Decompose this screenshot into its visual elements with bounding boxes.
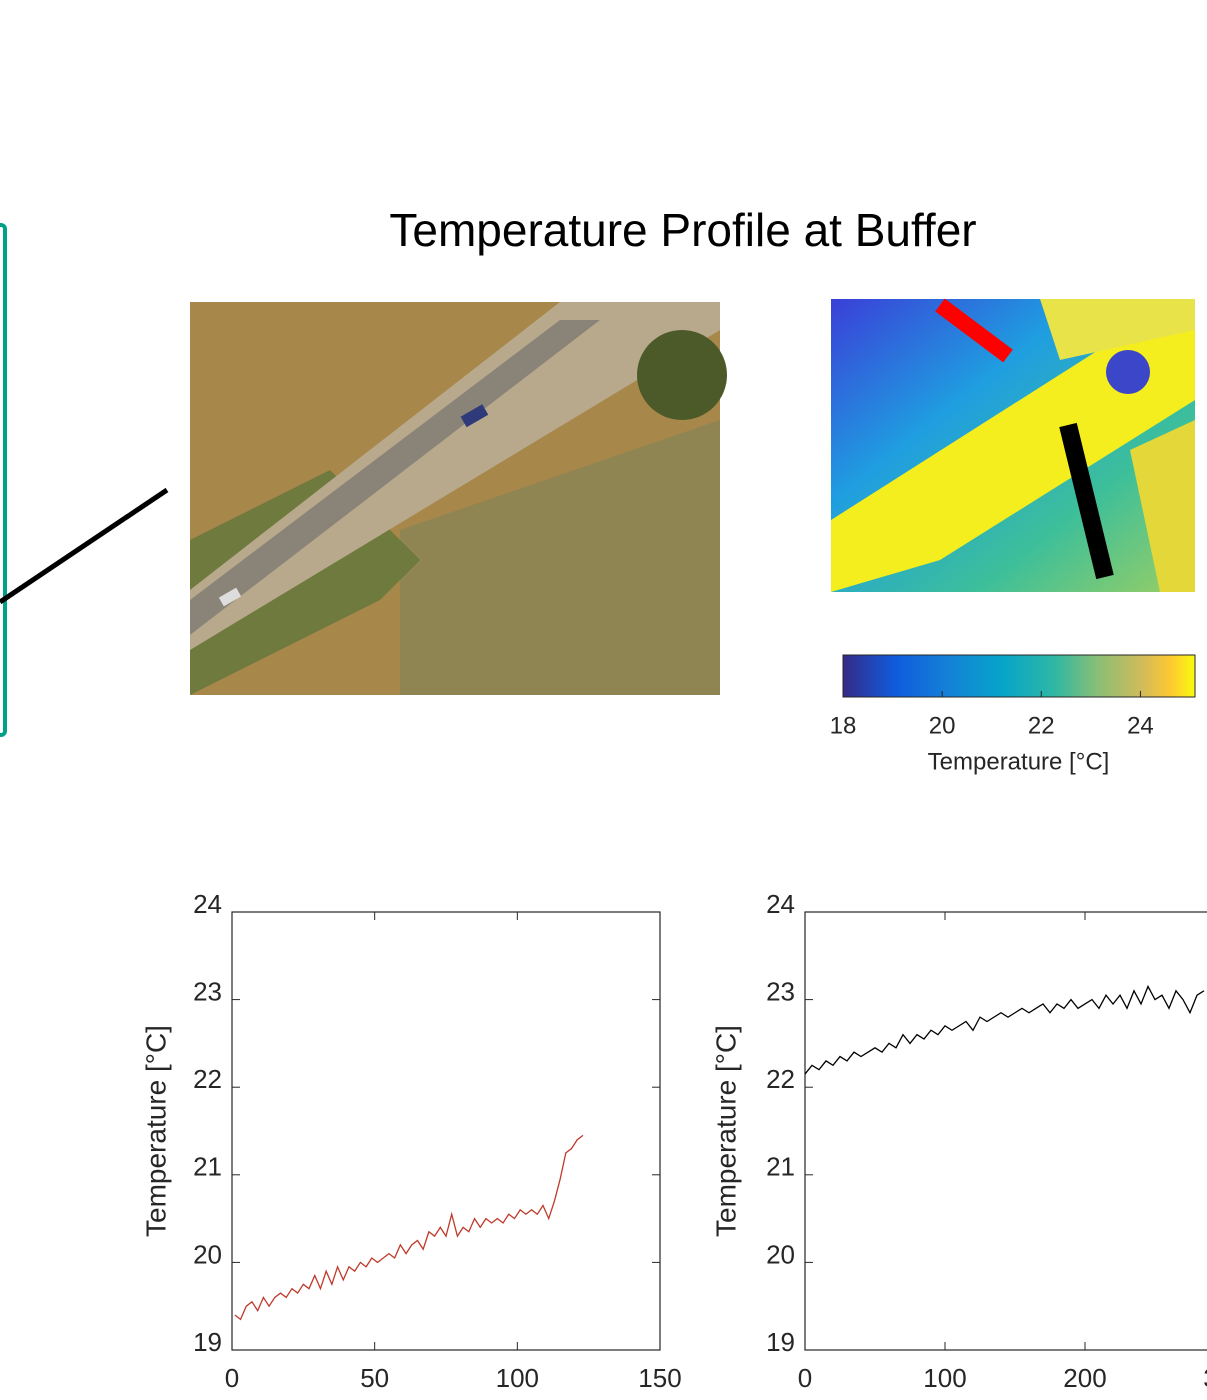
y-tick-label: 23 bbox=[193, 976, 222, 1006]
thermal-image bbox=[831, 299, 1195, 592]
section-title: Temperature Profile at Buffer bbox=[389, 204, 976, 256]
y-axis-label: Temperature [°C] bbox=[710, 1025, 741, 1237]
aerial-photo bbox=[190, 302, 727, 695]
plot-area bbox=[805, 912, 1207, 1350]
y-tick-label: 21 bbox=[766, 1152, 795, 1182]
colorbar-tick-label: 24 bbox=[1127, 712, 1154, 739]
x-tick-label: 100 bbox=[496, 1363, 539, 1393]
y-tick-label: 22 bbox=[766, 1064, 795, 1094]
y-tick-label: 24 bbox=[193, 889, 222, 919]
colorbar-label: Temperature [°C] bbox=[928, 748, 1110, 775]
x-tick-label: 150 bbox=[638, 1363, 681, 1393]
x-tick-label: 0 bbox=[798, 1363, 812, 1393]
y-axis-label: Temperature [°C] bbox=[140, 1025, 171, 1237]
colorbar-tick-label: 18 bbox=[830, 712, 857, 739]
slide: Temperature Profile at Buffer 19 20 21 22 23… bbox=[0, 0, 1207, 1400]
y-tick-label: 19 bbox=[193, 1327, 222, 1357]
y-tick-label: 21 bbox=[193, 1152, 222, 1182]
x-tick-label: 200 bbox=[1063, 1363, 1106, 1393]
y-tick-label: 22 bbox=[193, 1064, 222, 1094]
y-tick-label: 24 bbox=[766, 889, 795, 919]
pointer-line bbox=[0, 490, 167, 602]
x-tick-label: 300 bbox=[1203, 1363, 1207, 1393]
x-tick-label: 0 bbox=[225, 1363, 239, 1393]
colorbar-tick-label: 22 bbox=[1028, 712, 1055, 739]
x-tick-label: 50 bbox=[360, 1363, 389, 1393]
y-tick-label: 23 bbox=[766, 976, 795, 1006]
callout-box bbox=[0, 225, 5, 735]
y-tick-label: 20 bbox=[193, 1239, 222, 1269]
page: {"title": "Temperature Profile at Buffer… bbox=[0, 0, 1207, 1400]
y-tick-label: 19 bbox=[766, 1327, 795, 1357]
plot-area bbox=[232, 912, 660, 1350]
colorbar-tick-label: 20 bbox=[929, 712, 956, 739]
x-tick-label: 100 bbox=[923, 1363, 966, 1393]
colorbar bbox=[843, 655, 1195, 697]
y-tick-label: 20 bbox=[766, 1239, 795, 1269]
